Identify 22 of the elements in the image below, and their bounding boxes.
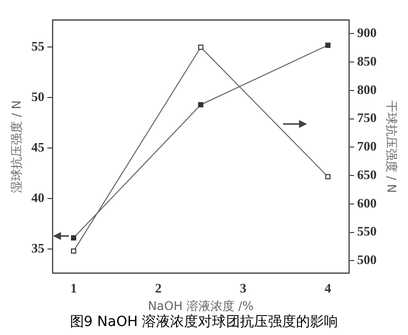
y2-tick-label: 650 — [357, 166, 377, 182]
y-axis-title: 湿球抗压强度 / N — [9, 100, 24, 193]
x-tick-label: 3 — [240, 280, 247, 296]
y2-tick-label: 850 — [357, 53, 377, 68]
y-tick-label: 40 — [31, 190, 44, 205]
y2-tick-label: 500 — [357, 252, 377, 268]
x-axis-title: NaOH 溶液浓度 /% — [148, 299, 254, 314]
y2-tick-label: 900 — [357, 24, 377, 40]
y2-tick-label: 750 — [357, 110, 377, 126]
x-tick-label: 1 — [70, 280, 77, 296]
y2-tick-label: 700 — [357, 138, 377, 154]
y2-tick-label: 550 — [357, 224, 377, 239]
y-tick-label: 50 — [31, 89, 44, 104]
y-tick-label: 55 — [31, 38, 45, 54]
y2-tick-label: 800 — [357, 82, 377, 97]
x-tick-label: 4 — [324, 280, 332, 296]
text: 图9 NaOH 溶液浓度对球团抗压强度的影响 — [70, 314, 338, 330]
y2-tick-label: 600 — [357, 195, 377, 210]
y2-axis-title: 干球抗压强度 / N — [384, 100, 399, 193]
y-tick-label: 35 — [31, 240, 45, 256]
y-tick-label: 45 — [31, 139, 45, 154]
x-tick-label: 2 — [155, 280, 162, 296]
